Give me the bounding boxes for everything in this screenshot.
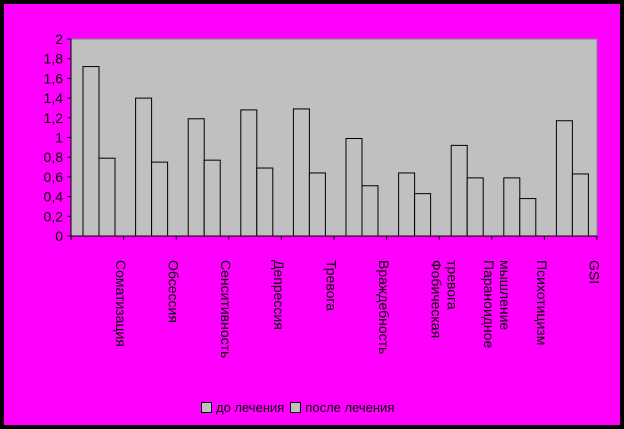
bar-after [571,173,589,237]
y-tick-label: 1,8 [44,51,64,67]
bar-before [187,118,205,237]
x-category-label: Фобическаятревога [429,260,461,338]
y-tick-label: 1 [55,130,63,146]
x-category-label-line: Депрессия [271,260,287,330]
x-category-label: Параноидноемышление [481,260,513,348]
bar-after [98,157,116,237]
y-tick-label: 2 [55,31,63,47]
x-category-label-line: GSI [586,260,602,284]
legend-swatch-after [290,402,302,413]
bar-before [82,66,100,237]
y-tick-label: 0,8 [44,149,64,165]
x-category-label: Тревога [323,260,339,311]
x-category-label-line: тревога [445,260,461,310]
x-category-label-line: Психотицизм [534,260,550,345]
y-tick-label: 0,4 [44,189,64,205]
x-category-label-line: Обсессия [166,260,182,323]
y-tick-label: 1,6 [44,70,64,86]
x-category-label: Сенситивность [218,260,234,358]
x-category-label-line: мышление [497,260,513,330]
x-category-label-line: Параноидное [481,260,497,348]
bar-before [398,172,416,237]
chart-legend: до лечения после лечения [201,400,400,415]
bar-before [345,137,363,237]
x-category-label: Соматизация [113,260,129,347]
x-category-label: GSI [586,260,602,284]
x-category-label-line: Сенситивность [218,260,234,358]
x-category-label: Депрессия [271,260,287,330]
bar-before [240,109,258,237]
legend-label-before: до лечения [216,400,285,415]
y-tick-label: 0,6 [44,169,64,185]
x-category-label: Враждебность [376,260,392,354]
x-category-label-line: Тревога [323,260,339,311]
bar-after [151,161,169,237]
bar-after [414,193,432,237]
x-category-label-line: Враждебность [376,260,392,354]
x-category-label-line: Соматизация [113,260,129,347]
bar-after [519,198,537,237]
bar-before [292,108,310,237]
bar-after [466,177,484,237]
bar-after [256,167,274,237]
legend-item-before: до лечения [201,400,284,415]
x-category-label-line: Фобическая [429,260,445,338]
bar-after [308,172,326,237]
bar-before [135,97,153,237]
bar-chart: 0 0,2 0,4 0,6 0,8 1 1,2 1,4 1,6 1,8 2 Соматизация Об… [44,31,603,358]
bar-before [503,177,521,237]
x-category-label: Обсессия [166,260,182,323]
y-tick-label: 1,2 [44,110,64,126]
y-tick-label: 0 [55,228,63,244]
bar-before [450,144,468,237]
bar-after [203,159,221,237]
legend-label-after: после лечения [305,400,395,415]
x-category-label: Психотицизм [534,260,550,345]
legend-item-after: после лечения [290,400,394,415]
y-tick-label: 0,2 [44,208,64,224]
bar-after [361,185,379,237]
legend-swatch-before [201,402,212,413]
bar-before [555,120,573,237]
y-tick-label: 1,4 [44,90,64,106]
